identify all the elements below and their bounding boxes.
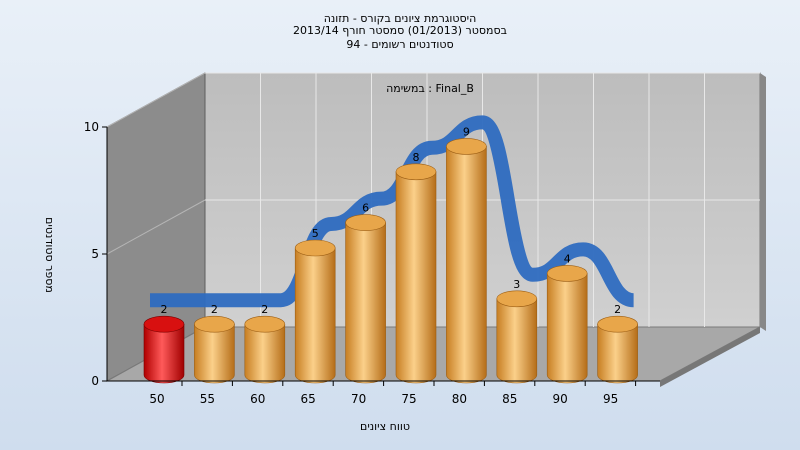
- bar-body: [194, 323, 235, 384]
- data-label: 2: [161, 303, 168, 316]
- chart-title-line-3: סטודנטים רשומים - 94: [346, 38, 454, 51]
- bar: [395, 163, 437, 384]
- bar-body: [597, 323, 638, 384]
- bar-top: [143, 315, 185, 333]
- bar: [194, 315, 235, 384]
- x-tick-label: 80: [452, 392, 467, 406]
- x-tick-label: 60: [250, 392, 265, 406]
- bar: [345, 214, 386, 384]
- bar: [294, 239, 336, 384]
- data-label: 8: [413, 151, 420, 164]
- x-tick-label: 65: [301, 392, 316, 406]
- data-label-group: 2 2 2 5 6 8 9 3 4 2: [161, 125, 622, 316]
- y-axis-label: מספר סטודנטים: [43, 217, 56, 293]
- bar-body: [446, 146, 487, 384]
- data-label: 9: [463, 125, 470, 138]
- bar: [446, 138, 487, 384]
- bar-top: [446, 138, 487, 155]
- y-tick-label: 0: [91, 374, 99, 388]
- bar-body: [546, 273, 588, 384]
- bar: [597, 315, 638, 384]
- x-tick-label: 90: [553, 392, 568, 406]
- data-label: 2: [261, 303, 268, 316]
- x-tick-label: 75: [401, 392, 416, 406]
- bar: [496, 290, 538, 384]
- trend-ribbon: [150, 115, 635, 308]
- bar-top: [294, 239, 336, 257]
- x-tick-label: 55: [200, 392, 215, 406]
- x-tick-label: 50: [149, 392, 164, 406]
- x-tick-label: 95: [603, 392, 618, 406]
- bar-body: [496, 298, 538, 384]
- bar-top: [597, 315, 638, 333]
- bar-top: [244, 315, 286, 333]
- data-label: 5: [312, 227, 319, 240]
- gridline-left: [106, 199, 206, 255]
- gridline-left: [106, 72, 206, 128]
- bar: [244, 315, 286, 384]
- data-label: 2: [614, 303, 621, 316]
- bar-body: [143, 323, 185, 384]
- bar-top: [345, 214, 386, 231]
- data-label: 2: [211, 303, 218, 316]
- data-label: 6: [362, 202, 369, 215]
- trend-line: [150, 115, 635, 308]
- data-label: 3: [513, 278, 520, 291]
- back-wall-edge: [760, 73, 766, 331]
- bar-top: [395, 163, 437, 181]
- bar-body: [345, 222, 386, 384]
- x-tick-label: 85: [502, 392, 517, 406]
- bar-body: [294, 247, 336, 384]
- bar: [546, 265, 588, 384]
- x-axis-label: טווח ציונים: [360, 420, 410, 433]
- y-tick-label: 5: [91, 247, 99, 261]
- x-tick-label: 70: [351, 392, 366, 406]
- bar-top: [546, 265, 588, 282]
- bar: [143, 315, 185, 384]
- y-tick-label: 10: [84, 120, 99, 134]
- chart-title-line-1: היסטוגרמת ציונים בקורס - תזונה: [323, 12, 477, 25]
- chart-title-line-2: בסמסטר (01/2013) סמסטר חורף 2013/14: [293, 24, 507, 37]
- bar-top: [496, 290, 538, 308]
- chart-subtitle: במשימה : Final_B: [386, 82, 474, 95]
- floor-edge: [660, 327, 760, 387]
- bar-body: [244, 323, 286, 384]
- bar-body: [395, 171, 437, 384]
- data-label: 4: [564, 252, 571, 265]
- bar-group: [143, 138, 638, 384]
- bar-top: [194, 315, 235, 333]
